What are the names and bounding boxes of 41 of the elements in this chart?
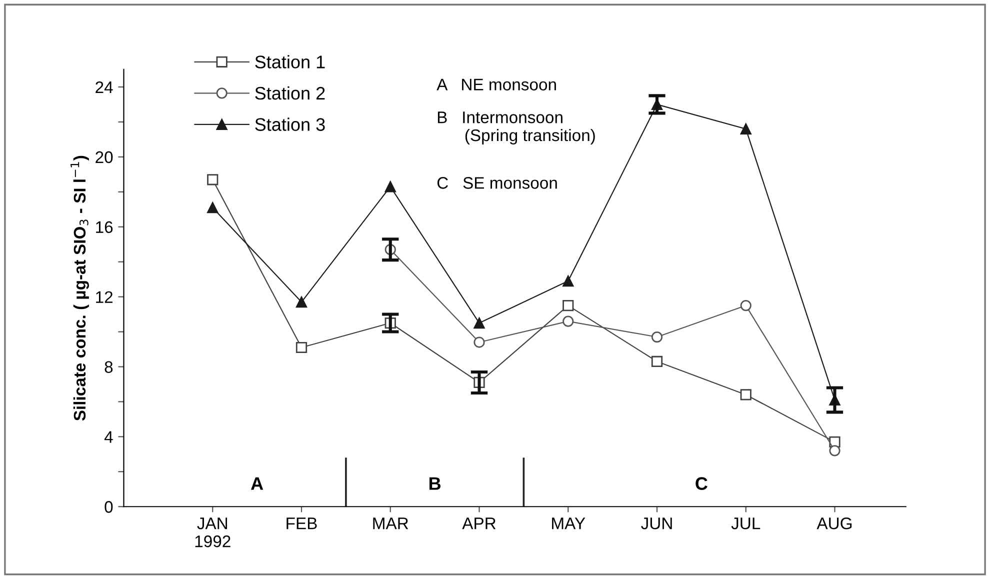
point [207, 202, 218, 214]
point [474, 336, 485, 348]
point [651, 331, 663, 343]
x-tick-label: JUL [731, 518, 760, 530]
y-tick-label: 16 [96, 221, 113, 234]
point [296, 342, 308, 354]
point [740, 300, 752, 312]
x-tick-label: MAY [552, 518, 586, 530]
x-tick-label: JUN [641, 518, 672, 530]
point [384, 181, 396, 192]
x-tick-label: MAR [373, 518, 408, 530]
point [562, 300, 574, 312]
annotation: A [250, 477, 264, 490]
legend-label: Station 1 [255, 55, 325, 68]
y-tick-label: 0 [104, 501, 113, 513]
point [207, 174, 218, 186]
point [740, 389, 752, 400]
point [562, 276, 574, 287]
point [562, 316, 574, 327]
annotation: C [696, 477, 708, 490]
annotation: B [430, 477, 441, 490]
x-tick-label: APR [462, 518, 496, 530]
point [651, 356, 663, 368]
annotation: B Intermonsoon (Spring transition) [438, 112, 595, 144]
point [740, 123, 752, 134]
y-tick-label: 24 [96, 81, 113, 94]
legend-label: Station 3 [255, 118, 325, 131]
legend-label: Station 2 [255, 86, 325, 100]
point [829, 445, 840, 456]
annotation: C SE monsoon [437, 177, 557, 189]
x-tick-label: JAN 1992 [195, 518, 230, 548]
annotation: A NE monsoon [436, 78, 556, 90]
point [474, 317, 485, 329]
y-tick-label: 12 [96, 291, 112, 303]
y-axis-title: Silicate conc. ( µg-at SIO$_{3}$ - SI l$^{−1}$) [70, 156, 89, 421]
point [296, 296, 308, 308]
y-tick-label: 4 [104, 431, 113, 443]
x-tick-label: AUG [816, 517, 852, 530]
y-tick-label: 20 [96, 151, 113, 164]
y-tick-label: 8 [104, 361, 113, 373]
x-tick-label: FEB [286, 518, 317, 530]
